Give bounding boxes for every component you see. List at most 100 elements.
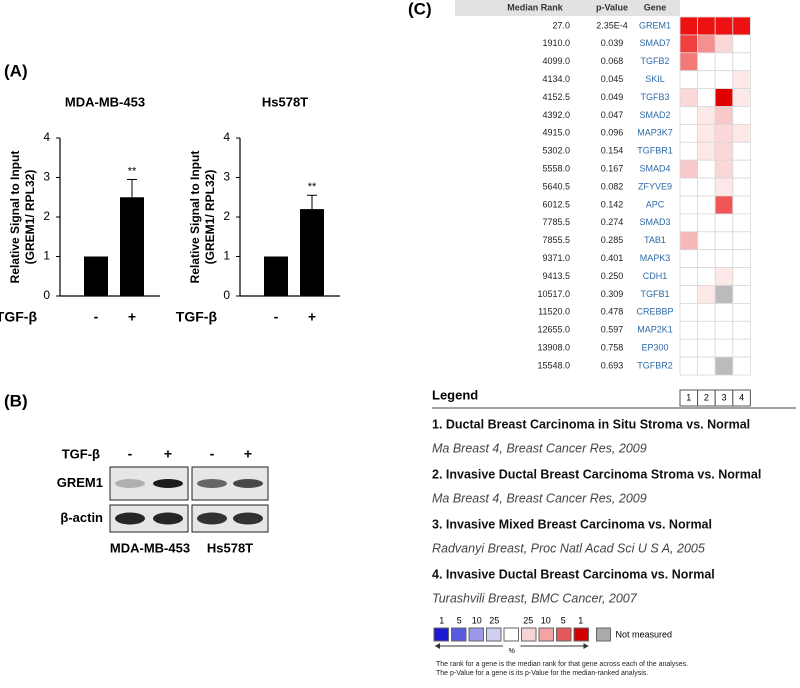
p-value: 0.047 [601, 110, 624, 120]
heatmap-cell [697, 231, 716, 251]
p-value: 0.285 [601, 235, 624, 245]
legend-item-title: 2. Invasive Ductal Breast Carcinoma Stro… [432, 467, 761, 481]
column-header: Median Rank [507, 2, 564, 12]
p-value: 0.478 [601, 307, 624, 317]
heatmap-cell [714, 70, 734, 89]
legend-item-citation: Ma Breast 4, Breast Cancer Res, 2009 [432, 441, 647, 455]
blot-band [115, 479, 145, 488]
legend-item-title: 4. Invasive Ductal Breast Carcinoma vs. … [432, 567, 715, 581]
scale-swatch [538, 627, 554, 642]
heatmap-cell [714, 88, 734, 107]
heatmap-cell [679, 356, 699, 376]
scale-swatch [433, 627, 449, 642]
heatmap-cell [697, 88, 716, 107]
x-tick-label: - [94, 309, 99, 325]
x-tick-label: - [274, 309, 279, 325]
legend-item-citation: Ma Breast 4, Breast Cancer Res, 2009 [432, 491, 647, 505]
gene: MAP3K7 [637, 128, 673, 138]
gene: TAB1 [644, 235, 666, 245]
analysis-number: 3 [721, 392, 726, 402]
heatmap-cell [679, 320, 699, 340]
treatment: - [210, 446, 215, 462]
heatmap-cell [714, 285, 734, 304]
blot-band [197, 479, 227, 488]
cell-line: MDA-MB-453 [110, 540, 190, 555]
gene: MAP2K1 [637, 325, 673, 335]
median-rank: 13908.0 [537, 343, 570, 353]
treatment: + [244, 446, 252, 462]
y-tick-label: 2 [223, 209, 230, 223]
bar [84, 256, 108, 296]
scale-not-measured: Not measured [616, 629, 673, 639]
p-value: 0.045 [601, 74, 624, 84]
heatmap-cell [679, 52, 699, 72]
heatmap-cell [714, 195, 734, 215]
heatmap-cell [732, 267, 751, 286]
header-bar [455, 0, 680, 16]
median-rank: 4915.0 [542, 128, 570, 138]
heatmap-cell [732, 249, 751, 268]
column-header: Gene [644, 2, 667, 12]
p-value: 0.758 [601, 343, 624, 353]
scale-swatch [503, 627, 519, 642]
heatmap-cell [697, 356, 716, 376]
heatmap-cell [714, 231, 734, 251]
scale-arrowhead [583, 643, 589, 649]
p-value: 0.401 [601, 253, 624, 263]
heatmap-cell [732, 124, 751, 143]
p-value: 0.250 [601, 271, 624, 281]
legend-item-citation: Turashvili Breast, BMC Cancer, 2007 [432, 591, 638, 605]
p-value: 0.309 [601, 289, 624, 299]
y-axis-label: Relative Signal to Input [188, 151, 202, 284]
x-tick-label: + [308, 309, 316, 325]
heatmap-cell [679, 124, 699, 143]
heatmap-cell [732, 320, 751, 340]
median-rank: 27.0 [552, 20, 570, 30]
heatmap-cell [697, 106, 716, 125]
p-value: 0.154 [601, 146, 624, 156]
y-axis-label: (GREM1/ RPL32) [23, 170, 37, 265]
heatmap-cell [714, 141, 734, 161]
chart-title: MDA-MB-453 [65, 94, 145, 109]
p-value: 0.693 [601, 360, 624, 370]
heatmap-cell [697, 16, 716, 36]
heatmap-cell [714, 16, 734, 36]
blot-band [233, 512, 263, 525]
median-rank: 5302.0 [542, 146, 570, 156]
median-rank: 7785.5 [542, 217, 570, 227]
heatmap-cell [732, 159, 751, 179]
median-rank: 6012.5 [542, 199, 570, 209]
heatmap-cell [697, 267, 716, 286]
panel-label: (A) [4, 61, 28, 80]
heatmap-cell [697, 34, 716, 54]
x-axis-label: TGF-β [176, 309, 218, 325]
y-tick-label: 4 [223, 130, 230, 144]
panel-label: (B) [4, 391, 28, 410]
heatmap-cell [697, 285, 716, 304]
y-tick-label: 1 [223, 249, 230, 263]
legend-item-citation: Radvanyi Breast, Proc Natl Acad Sci U S … [432, 541, 705, 555]
median-rank: 4152.5 [542, 92, 570, 102]
median-rank: 5558.0 [542, 164, 570, 174]
heatmap-cell [697, 249, 716, 268]
scale-label: 10 [472, 615, 482, 625]
heatmap-cell [697, 338, 716, 358]
gene: SKIL [645, 74, 665, 84]
heatmap-cell [732, 141, 751, 161]
heatmap-cell [714, 213, 734, 233]
scale-swatch [596, 627, 611, 642]
blot-band [153, 512, 183, 525]
heatmap-cell [714, 106, 734, 125]
blot-band [153, 479, 183, 488]
y-axis-label: (GREM1/ RPL32) [203, 170, 217, 265]
p-value: 0.096 [601, 128, 624, 138]
x-tick-label: + [128, 309, 136, 325]
y-tick-label: 0 [223, 288, 230, 302]
y-tick-label: 0 [43, 288, 50, 302]
gene: SMAD4 [639, 164, 670, 174]
treatment-label: TGF-β [62, 446, 100, 461]
gene: GREM1 [639, 20, 671, 30]
scale-swatch [486, 627, 502, 642]
scale-label: 1 [578, 615, 583, 625]
